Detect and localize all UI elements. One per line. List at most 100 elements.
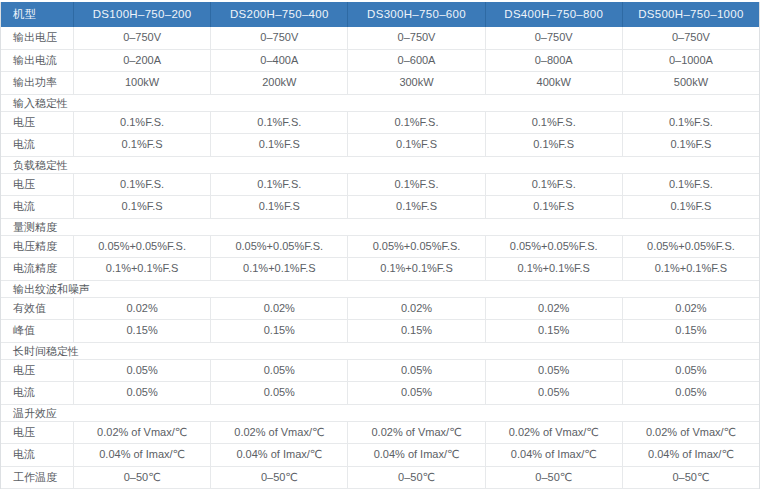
value-cell: 0–50℃: [73, 467, 210, 489]
value-cell: 0.1%F.S: [485, 134, 622, 156]
value-cell: 0–800A: [485, 50, 622, 72]
value-cell: 0.02% of Vmax/℃: [73, 422, 210, 444]
header-model-label: 机型: [1, 2, 73, 27]
table-row: 电压0.05%0.05%0.05%0.05%0.05%: [1, 360, 759, 383]
header-model-name: DS200H–750–400: [210, 2, 347, 27]
value-cell: 0.1%F.S.: [485, 112, 622, 134]
value-cell: 0.05%: [347, 382, 484, 404]
value-cell: 0.1%+0.1%F.S: [73, 258, 210, 280]
value-cell: 0.1%+0.1%F.S: [622, 258, 759, 280]
value-cell: 0–750V: [622, 27, 759, 49]
value-cell: 0.1%F.S: [73, 134, 210, 156]
table-row: 输出电流0–200A0–400A0–600A0–800A0–1000A: [1, 50, 759, 73]
value-cell: 0.05%: [73, 382, 210, 404]
value-cell: 0.05%+0.05%F.S.: [485, 236, 622, 258]
table-row: 电压0.1%F.S.0.1%F.S.0.1%F.S.0.1%F.S.0.1%F.…: [1, 112, 759, 135]
value-cell: 0.1%F.S.: [347, 174, 484, 196]
row-label: 电压: [1, 112, 73, 134]
value-cell: 0.04% of Imax/℃: [622, 444, 759, 466]
section-row: 负载稳定性: [1, 157, 759, 174]
row-label: 电流: [1, 196, 73, 218]
value-cell: 0–1000A: [622, 50, 759, 72]
value-cell: 0.02%: [347, 298, 484, 320]
header-model-name: DS500H–750–1000: [622, 2, 759, 27]
table-row: 输出功率100kW200kW300kW400kW500kW: [1, 72, 759, 95]
value-cell: 0.1%F.S: [73, 196, 210, 218]
table-row: 电压0.02% of Vmax/℃0.02% of Vmax/℃0.02% of…: [1, 422, 759, 445]
table-row: 电压精度0.05%+0.05%F.S.0.05%+0.05%F.S.0.05%+…: [1, 236, 759, 259]
value-cell: 0.02% of Vmax/℃: [347, 422, 484, 444]
value-cell: 0.15%: [73, 320, 210, 342]
table-row: 电流精度0.1%+0.1%F.S0.1%+0.1%F.S0.1%+0.1%F.S…: [1, 258, 759, 281]
row-label: 电压: [1, 360, 73, 382]
table-row: 工作温度0–50℃0–50℃0–50℃0–50℃0–50℃: [1, 467, 759, 490]
value-cell: 0.1%F.S.: [622, 112, 759, 134]
value-cell: 0.05%: [485, 360, 622, 382]
value-cell: 0.1%+0.1%F.S: [485, 258, 622, 280]
value-cell: 0.05%: [210, 360, 347, 382]
section-label: 负载稳定性: [1, 157, 759, 173]
row-label: 电流: [1, 382, 73, 404]
value-cell: 0–200A: [73, 50, 210, 72]
value-cell: 0.05%: [73, 360, 210, 382]
section-label: 温升效应: [1, 405, 759, 421]
section-row: 输入稳定性: [1, 95, 759, 112]
table-row: 电压0.1%F.S.0.1%F.S.0.1%F.S.0.1%F.S.0.1%F.…: [1, 174, 759, 197]
value-cell: 0.05%: [347, 360, 484, 382]
table-row: 电流0.05%0.05%0.05%0.05%0.05%: [1, 382, 759, 405]
value-cell: 0–50℃: [347, 467, 484, 489]
value-cell: 0–400A: [210, 50, 347, 72]
section-row: 量测精度: [1, 219, 759, 236]
value-cell: 200kW: [210, 72, 347, 94]
value-cell: 0.1%F.S: [347, 134, 484, 156]
table-row: 峰值0.15%0.15%0.15%0.15%0.15%: [1, 320, 759, 343]
value-cell: 0.02% of Vmax/℃: [210, 422, 347, 444]
row-label: 电压: [1, 174, 73, 196]
section-label: 输入稳定性: [1, 95, 759, 111]
header-model-name: DS300H–750–600: [347, 2, 484, 27]
section-label: 输出纹波和噪声: [1, 281, 759, 297]
value-cell: 0.1%F.S.: [73, 112, 210, 134]
value-cell: 0.15%: [210, 320, 347, 342]
value-cell: 0.1%F.S: [210, 134, 347, 156]
table-row: 有效值0.02%0.02%0.02%0.02%0.02%: [1, 298, 759, 321]
value-cell: 0.1%F.S.: [73, 174, 210, 196]
value-cell: 0–750V: [347, 27, 484, 49]
header-model-name: DS400H–750–800: [485, 2, 622, 27]
value-cell: 0.02%: [622, 298, 759, 320]
value-cell: 0.1%F.S.: [210, 174, 347, 196]
value-cell: 0.1%+0.1%F.S: [210, 258, 347, 280]
spec-table: 机型DS100H–750–200DS200H–750–400DS300H–750…: [0, 2, 760, 489]
section-row: 温升效应: [1, 405, 759, 422]
section-label: 长时间稳定性: [1, 343, 759, 359]
value-cell: 500kW: [622, 72, 759, 94]
row-label: 电压: [1, 422, 73, 444]
value-cell: 0.04% of Imax/℃: [210, 444, 347, 466]
value-cell: 0.1%F.S: [622, 134, 759, 156]
row-label: 电流: [1, 444, 73, 466]
value-cell: 0.02%: [73, 298, 210, 320]
table-row: 电流0.04% of Imax/℃0.04% of Imax/℃0.04% of…: [1, 444, 759, 467]
table-row: 电流0.1%F.S0.1%F.S0.1%F.S0.1%F.S0.1%F.S: [1, 134, 759, 157]
row-label: 电流精度: [1, 258, 73, 280]
value-cell: 0.1%F.S.: [485, 174, 622, 196]
value-cell: 0–750V: [485, 27, 622, 49]
value-cell: 0.05%: [622, 382, 759, 404]
value-cell: 0–600A: [347, 50, 484, 72]
table-row: 输出电压0–750V0–750V0–750V0–750V0–750V: [1, 27, 759, 50]
value-cell: 0–750V: [210, 27, 347, 49]
value-cell: 0.02% of Vmax/℃: [622, 422, 759, 444]
value-cell: 0–50℃: [485, 467, 622, 489]
value-cell: 0.04% of Imax/℃: [485, 444, 622, 466]
value-cell: 0.05%: [622, 360, 759, 382]
value-cell: 100kW: [73, 72, 210, 94]
row-label: 有效值: [1, 298, 73, 320]
table-row: 电流0.1%F.S0.1%F.S0.1%F.S0.1%F.S0.1%F.S: [1, 196, 759, 219]
value-cell: 0–750V: [73, 27, 210, 49]
value-cell: 0.05%: [210, 382, 347, 404]
value-cell: 0.1%+0.1%F.S: [347, 258, 484, 280]
value-cell: 0.05%+0.05%F.S.: [622, 236, 759, 258]
row-label: 输出电压: [1, 27, 73, 49]
value-cell: 0.05%+0.05%F.S.: [210, 236, 347, 258]
value-cell: 0.05%+0.05%F.S.: [347, 236, 484, 258]
